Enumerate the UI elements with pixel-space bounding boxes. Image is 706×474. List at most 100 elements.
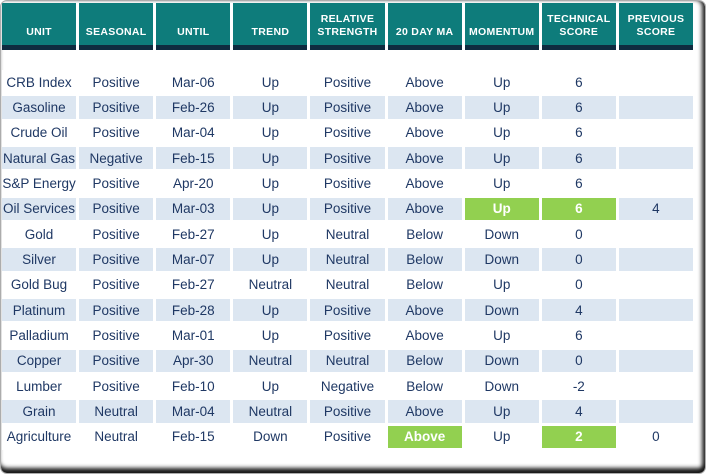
table-cell: Below — [387, 221, 462, 248]
table-cell: S&P Energy — [2, 171, 77, 197]
table-cell: Gasoline — [2, 95, 77, 121]
table-cell: Feb-15 — [156, 424, 231, 450]
table-cell: Above — [387, 323, 462, 349]
table-cell: 4 — [541, 399, 616, 425]
table-cell: Above — [387, 424, 462, 450]
column-header-trend: TREND — [233, 3, 308, 50]
table-cell: Grain — [2, 399, 77, 425]
table-cell: Up — [464, 171, 539, 197]
table-cell: Up — [233, 323, 308, 349]
table-cell — [618, 399, 693, 425]
table-cell: Mar-06 — [156, 70, 231, 96]
table-cell: Palladium — [2, 323, 77, 349]
table-cell — [618, 145, 693, 172]
table-cell: Agriculture — [2, 424, 77, 450]
table-cell: Positive — [79, 297, 154, 324]
table-cell: Neutral — [233, 348, 308, 374]
table-cell: Neutral — [233, 399, 308, 425]
table-cell: Up — [464, 145, 539, 172]
table-cell: Positive — [310, 95, 385, 121]
table-cell: Above — [387, 145, 462, 172]
table-cell: Down — [464, 247, 539, 273]
table-cell — [618, 373, 693, 400]
table-cell: Up — [464, 272, 539, 298]
column-header-relative-strength: RELATIVE STRENGTH — [310, 3, 385, 50]
table-cell: Positive — [79, 373, 154, 400]
table-cell: Neutral — [310, 247, 385, 273]
table-cell: 0 — [618, 424, 693, 450]
table-cell: Neutral — [79, 424, 154, 450]
column-header-previous-score: PREVIOUS SCORE — [618, 3, 693, 50]
table-cell: Mar-01 — [156, 323, 231, 349]
column-header-technical-score: TECHNICAL SCORE — [541, 3, 616, 50]
table-cell: Up — [464, 120, 539, 146]
table-cell: -2 — [541, 373, 616, 400]
table-cell: Apr-30 — [156, 348, 231, 374]
table-cell: Positive — [79, 221, 154, 248]
table-cell: 2 — [541, 424, 616, 450]
table-cell: Positive — [310, 297, 385, 324]
table-cell — [618, 95, 693, 121]
table-cell: 6 — [541, 145, 616, 172]
table-cell: Up — [464, 424, 539, 450]
table-header-row: UNIT SEASONAL UNTIL TREND RELATIVE STRENGTH 2… — [2, 3, 693, 50]
column-header-momentum: MOMENTUM — [464, 3, 539, 50]
table-cell: 6 — [541, 120, 616, 146]
table-cell: Neutral — [310, 221, 385, 248]
column-header-seasonal: SEASONAL — [79, 3, 154, 50]
table-cell: 6 — [541, 323, 616, 349]
table-cell — [618, 272, 693, 298]
table-cell: 0 — [541, 272, 616, 298]
table-cell: Up — [233, 221, 308, 248]
table-cell: Above — [387, 196, 462, 222]
table-cell — [618, 171, 693, 197]
table-cell: Positive — [79, 272, 154, 298]
table-cell: Neutral — [79, 399, 154, 425]
table-cell: Below — [387, 373, 462, 400]
table-cell: Positive — [79, 348, 154, 374]
table-cell: Copper — [2, 348, 77, 374]
table-cell: Up — [233, 120, 308, 146]
table-cell: 6 — [541, 70, 616, 96]
table-cell: Up — [464, 196, 539, 222]
table-cell: Above — [387, 95, 462, 121]
table-cell: Up — [233, 297, 308, 324]
table-cell: Neutral — [310, 348, 385, 374]
table-cell: Up — [233, 95, 308, 121]
table-cell: Mar-04 — [156, 120, 231, 146]
table-cell: Positive — [79, 323, 154, 349]
table-cell — [618, 323, 693, 349]
table-cell: Feb-27 — [156, 221, 231, 248]
table-cell: Above — [387, 120, 462, 146]
column-header-unit: UNIT — [2, 3, 77, 50]
table-cell: Neutral — [310, 272, 385, 298]
table-cell: Down — [464, 373, 539, 400]
table-cell — [618, 70, 693, 96]
table-cell: Up — [233, 171, 308, 197]
table-cell: Positive — [310, 424, 385, 450]
table-cell: 4 — [618, 196, 693, 222]
table-cell: Positive — [310, 171, 385, 197]
table-cell: Above — [387, 171, 462, 197]
table-cell: Feb-26 — [156, 95, 231, 121]
table-cell: Positive — [310, 70, 385, 96]
table-cell: Positive — [310, 399, 385, 425]
table-cell: Mar-03 — [156, 196, 231, 222]
table-cell: Above — [387, 297, 462, 324]
table-cell: Feb-10 — [156, 373, 231, 400]
table-cell: Up — [464, 95, 539, 121]
table-cell: Positive — [79, 120, 154, 146]
table-cell: Oil Services — [2, 196, 77, 222]
table-cell: Below — [387, 272, 462, 298]
table-cell: Negative — [79, 145, 154, 172]
table-cell: 0 — [541, 247, 616, 273]
table-cell: Up — [233, 373, 308, 400]
table-cell: Down — [464, 221, 539, 248]
table-cell: Up — [464, 70, 539, 96]
table-cell: 4 — [541, 297, 616, 324]
table-cell: Feb-15 — [156, 145, 231, 172]
table-cell: Up — [233, 247, 308, 273]
table-cell: Positive — [79, 95, 154, 121]
table-cell: Apr-20 — [156, 171, 231, 197]
